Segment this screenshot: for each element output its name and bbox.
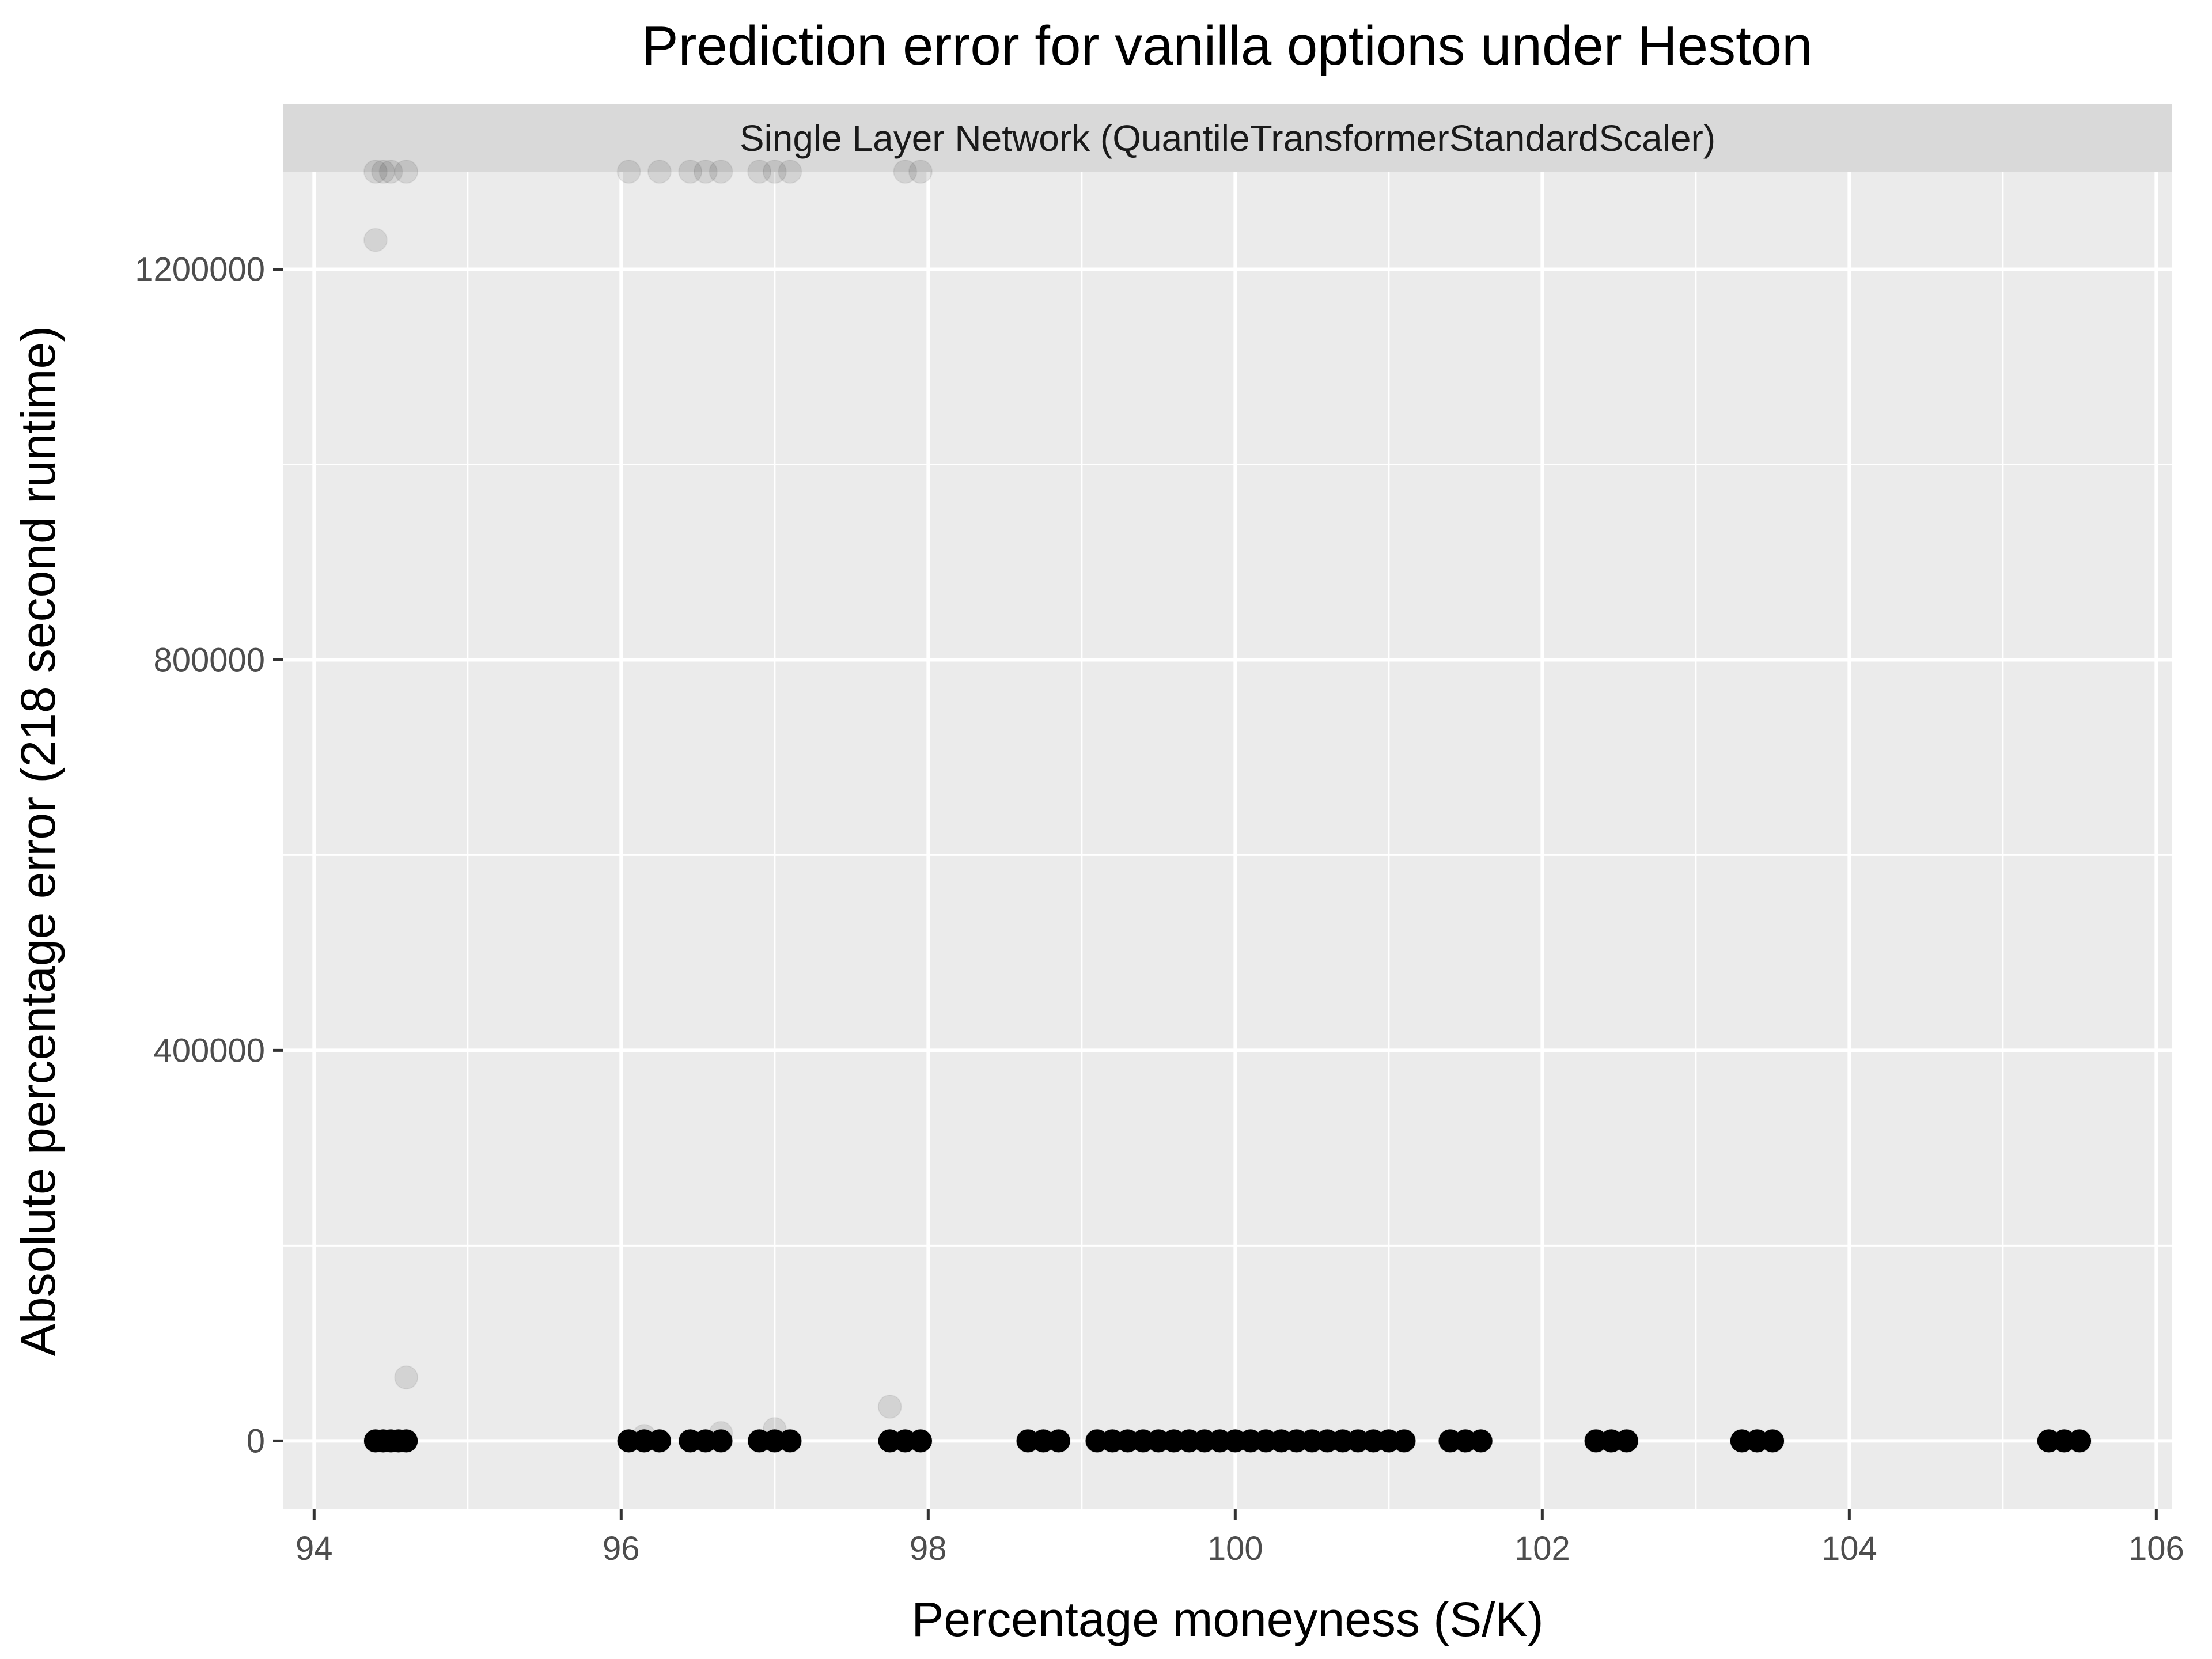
data-point xyxy=(647,160,672,184)
x-tick-label: 100 xyxy=(1207,1530,1263,1567)
data-point-zero xyxy=(1047,1429,1070,1453)
data-point-zero xyxy=(1761,1429,1785,1453)
x-tick-label: 102 xyxy=(1514,1530,1570,1567)
y-tick-label: 1200000 xyxy=(135,251,265,288)
y-axis: 0 400000 800000 1200000 xyxy=(135,251,283,1460)
data-point xyxy=(778,160,802,184)
data-point xyxy=(394,1365,419,1390)
x-axis: 94 96 98 100 102 104 106 xyxy=(296,1509,2184,1567)
x-tick-label: 96 xyxy=(603,1530,640,1567)
data-point-zero xyxy=(778,1429,802,1453)
data-point xyxy=(678,160,703,184)
facet-label: Single Layer Network (QuantileTransforme… xyxy=(740,118,1715,159)
data-point xyxy=(363,228,388,252)
data-point xyxy=(709,160,733,184)
facet-strip xyxy=(283,104,2172,172)
data-point xyxy=(908,160,933,184)
data-point-zero xyxy=(647,1429,671,1453)
data-point xyxy=(747,160,772,184)
data-point-zero xyxy=(908,1429,932,1453)
x-axis-title: Percentage moneyness (S/K) xyxy=(911,1592,1543,1646)
data-point xyxy=(394,160,419,184)
data-point xyxy=(762,160,787,184)
data-point xyxy=(893,160,918,184)
data-point xyxy=(363,160,388,184)
data-point-zero xyxy=(709,1429,733,1453)
data-point xyxy=(616,160,641,184)
x-tick-label: 98 xyxy=(910,1530,947,1567)
data-point xyxy=(693,160,718,184)
y-tick-label: 400000 xyxy=(153,1032,265,1069)
data-point xyxy=(877,1395,902,1419)
y-tick-label: 0 xyxy=(247,1422,265,1460)
data-point-zero xyxy=(2068,1429,2092,1453)
data-point xyxy=(378,160,403,184)
minor-gridlines xyxy=(283,172,2172,1509)
data-point-zero xyxy=(1469,1429,1493,1453)
data-point-zero xyxy=(395,1429,418,1453)
data-point xyxy=(371,160,396,184)
x-tick-label: 94 xyxy=(296,1530,333,1567)
plot-panel xyxy=(283,172,2172,1509)
y-axis-title: Absolute percentage error (218 second ru… xyxy=(11,326,65,1356)
chart-title: Prediction error for vanilla options und… xyxy=(641,15,1812,77)
data-point-zero xyxy=(1615,1429,1638,1453)
major-gridlines xyxy=(283,172,2172,1509)
x-tick-label: 106 xyxy=(2128,1530,2184,1567)
data-points xyxy=(363,160,2092,1453)
x-tick-label: 104 xyxy=(1821,1530,1877,1567)
y-tick-label: 800000 xyxy=(153,641,265,679)
data-point-zero xyxy=(1392,1429,1416,1453)
